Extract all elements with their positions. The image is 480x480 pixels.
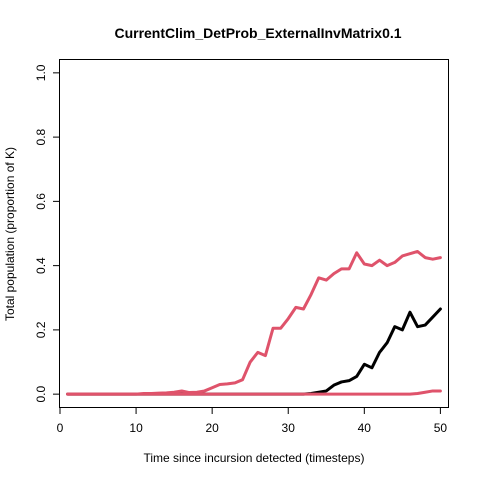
y-tick-label: 0.0 <box>34 385 48 402</box>
x-tick-label: 0 <box>57 421 64 435</box>
x-axis-label: Time since incursion detected (timesteps… <box>144 451 365 465</box>
y-axis-label: Total population (proportion of K) <box>3 147 17 321</box>
y-tick-label: 0.6 <box>34 193 48 210</box>
series-layer <box>66 249 442 396</box>
series-line-3 <box>66 389 442 396</box>
y-tick-label: 0.4 <box>34 257 48 274</box>
x-tick-label: 50 <box>434 421 448 435</box>
chart-title: CurrentClim_DetProb_ExternalInvMatrix0.1 <box>114 25 401 41</box>
y-tick-label: 0.8 <box>34 128 48 145</box>
x-tick-label: 20 <box>205 421 219 435</box>
x-axis: 0 10 20 30 40 50 <box>57 407 448 435</box>
y-axis: 0.0 0.2 0.4 0.6 0.8 1.0 <box>34 64 60 402</box>
plot-frame <box>59 59 449 408</box>
x-tick-label: 40 <box>358 421 372 435</box>
y-tick-label: 0.2 <box>34 321 48 338</box>
x-tick-label: 30 <box>282 421 296 435</box>
y-tick-label: 1.0 <box>34 64 48 81</box>
x-tick-label: 10 <box>129 421 143 435</box>
